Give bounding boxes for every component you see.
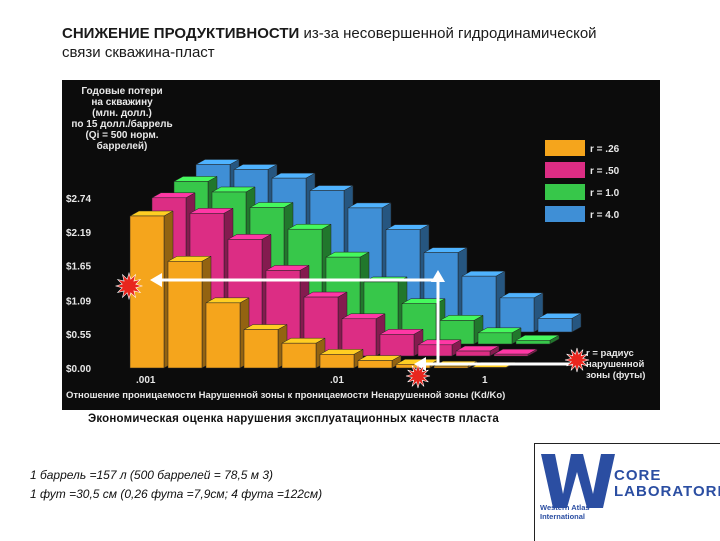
page-title: СНИЖЕНИЕ ПРОДУКТИВНОСТИ из-за несовершен… — [62, 24, 712, 62]
y-tick-label: $0.00 — [66, 364, 91, 375]
legend-label: r = .50 — [590, 166, 620, 177]
arrow-left-head — [150, 273, 162, 287]
ylabel-line: (млн. долл.) — [92, 108, 152, 119]
bar-front — [499, 297, 535, 333]
ylabel-line: Годовые потери — [81, 86, 162, 97]
x-tick-label: 1 — [482, 375, 488, 386]
ylabel-line: (Qi = 500 норм. — [85, 130, 158, 141]
title-bold: СНИЖЕНИЕ ПРОДУКТИВНОСТИ — [62, 25, 300, 42]
logo-box — [534, 443, 720, 541]
legend-label: r = 1.0 — [590, 188, 620, 199]
logo-icon — [541, 454, 615, 508]
bar-front — [319, 354, 355, 369]
legend-label: r = 4.0 — [590, 210, 620, 221]
ylabel-line: по 15 долл./баррель — [71, 118, 172, 130]
bar-front — [243, 329, 279, 369]
bar — [167, 255, 212, 369]
bar — [477, 327, 522, 345]
bar-front — [515, 340, 551, 345]
bar-front — [205, 302, 241, 369]
y-tick-label: $0.55 — [66, 330, 91, 341]
bar-front — [417, 344, 453, 357]
bar-front — [433, 365, 469, 369]
logo-company: CORE LABORATORIES — [614, 467, 720, 500]
note-foot: 1 фут =30,5 см (0,26 фута =7,9см; 4 фута… — [30, 487, 323, 501]
bar — [243, 324, 288, 369]
x-tick-label: .001 — [136, 375, 156, 386]
bar — [537, 312, 582, 333]
ylabel-line: баррелей) — [97, 140, 148, 152]
y-tick-label: $1.65 — [66, 262, 91, 273]
burst-icon — [114, 271, 144, 301]
bar — [357, 355, 402, 369]
chart-panel: Годовые потери на скважину (млн. долл.) по … — [62, 80, 660, 410]
title-line2: связи скважина-пласт — [62, 44, 215, 61]
x-tick-label: .01 — [330, 375, 344, 386]
x-axis-label: Отношение проницаемости Нарушенной зоны … — [66, 390, 505, 401]
bar-front — [281, 342, 317, 369]
depth-label-line: нарушенной — [586, 359, 644, 370]
bar-front — [455, 350, 491, 357]
y-tick-label: $2.19 — [66, 228, 91, 239]
bar-front — [357, 360, 393, 369]
bar — [379, 328, 424, 357]
bar — [319, 348, 364, 369]
bar-front — [129, 215, 165, 369]
legend-swatch — [545, 140, 585, 156]
chart-caption: Экономическая оценка нарушения эксплуата… — [88, 413, 500, 425]
legend-swatch — [545, 206, 585, 222]
y-tick-label: $2.74 — [66, 194, 91, 205]
bar — [499, 292, 544, 333]
legend-label: r = .26 — [590, 144, 620, 155]
depth-label-line: зоны (футы) — [586, 370, 645, 381]
legend-swatch — [545, 162, 585, 178]
bar — [455, 345, 500, 357]
y-tick-label: $1.09 — [66, 296, 91, 307]
logo-subtitle: Western Atlas International — [540, 503, 590, 521]
bar — [281, 337, 326, 369]
unit-notes: 1 баррель =157 л (500 баррелей = 78,5 м … — [30, 466, 510, 504]
bar-front — [471, 367, 507, 369]
depth-label-line: r = радиус — [586, 348, 634, 359]
bar-front — [477, 332, 513, 345]
bar-front — [493, 353, 529, 357]
bar-front — [537, 318, 573, 333]
burst-icon — [564, 347, 590, 373]
legend-swatch — [545, 184, 585, 200]
bar — [439, 314, 484, 345]
ylabel-line: на скважину — [91, 97, 153, 108]
bar — [515, 334, 560, 345]
burst-icon — [405, 363, 431, 389]
note-barrel: 1 баррель =157 л (500 баррелей = 78,5 м … — [30, 468, 274, 482]
bar — [493, 348, 538, 357]
bar-front — [167, 261, 203, 369]
bar-front — [379, 334, 415, 357]
bar — [205, 297, 250, 369]
title-rest: из-за несовершенной гидродинамической — [303, 25, 597, 42]
